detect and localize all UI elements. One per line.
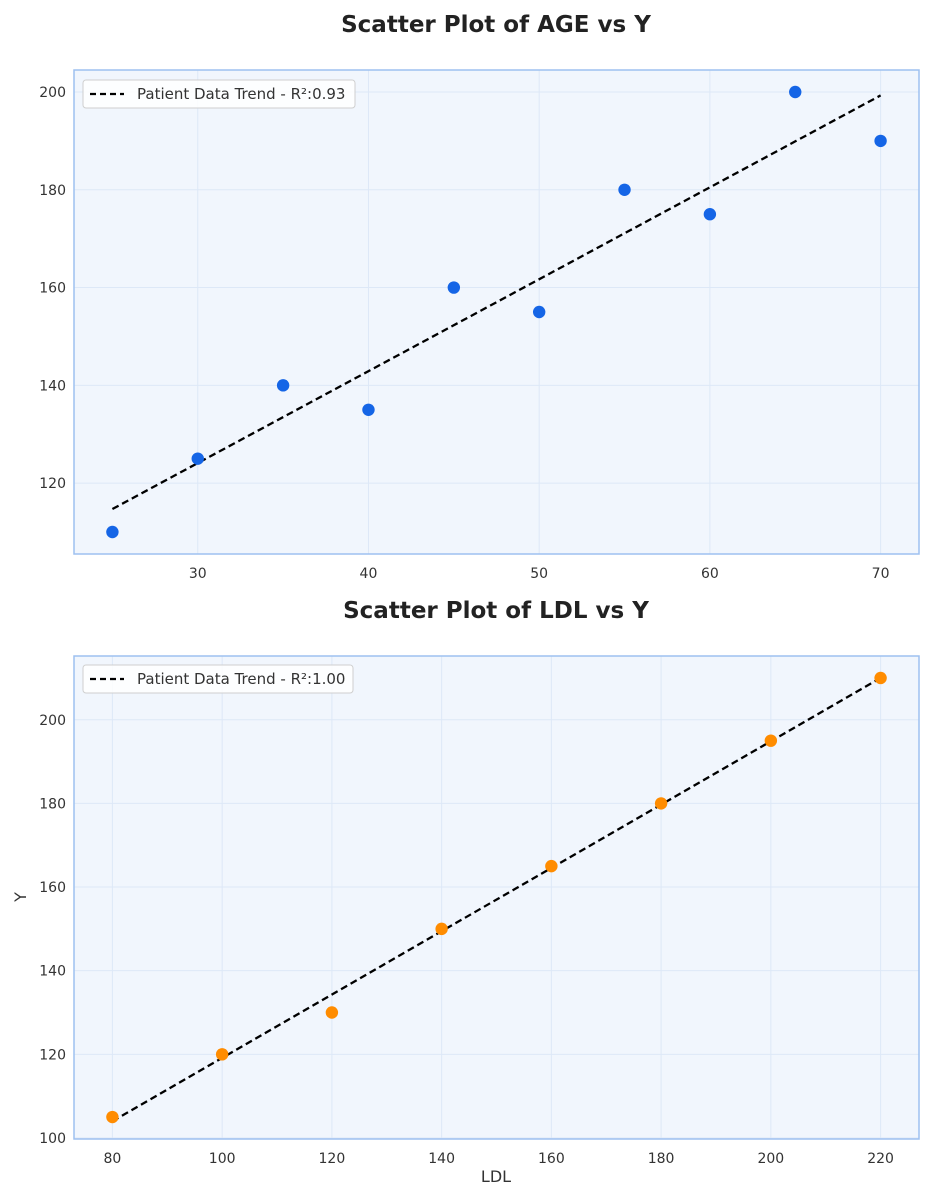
data-point (654, 797, 668, 810)
tick-labels: 30 40 50 60 70 120 140 160 180 200 (39, 85, 889, 582)
x-tick-label: 160 (538, 1151, 565, 1167)
x-tick-label: 60 (701, 566, 719, 582)
data-point (435, 922, 448, 936)
x-tick-label: 30 (189, 566, 207, 582)
data-point (215, 1048, 229, 1061)
x-tick-label: 140 (428, 1151, 455, 1167)
plot-frame (73, 655, 920, 1140)
x-tick-label: 120 (319, 1151, 346, 1167)
legend-label: Patient Data Trend - R²:1.00 (137, 670, 345, 688)
trend-layer (111, 94, 882, 511)
x-tick-label: 50 (530, 566, 548, 582)
y-tick-label: 140 (39, 964, 66, 980)
y-tick-label: 160 (39, 880, 66, 896)
x-tick-label: 70 (872, 566, 890, 582)
y-axis-label: Y (11, 892, 30, 903)
data-point (276, 379, 290, 392)
x-tick-label: 180 (648, 1151, 675, 1167)
data-point (325, 1006, 339, 1019)
data-point (545, 859, 558, 873)
y-tick-label: 140 (39, 378, 66, 394)
plot-area (74, 70, 919, 554)
data-point (362, 403, 375, 416)
y-tick-label: 200 (39, 85, 66, 101)
data-point (764, 734, 778, 747)
data-point (106, 1110, 119, 1124)
data-point (703, 208, 717, 221)
x-tick-label: 200 (757, 1151, 784, 1167)
data-point (789, 85, 802, 99)
grid (74, 656, 919, 1139)
legend-box (82, 664, 354, 694)
chart-ldl-vs-y: Scatter Plot of LDL vs Y 80 100 120 140 160 1… (11, 598, 920, 1186)
plot-frame (73, 69, 920, 555)
legend-label: Patient Data Trend - R²:0.93 (137, 85, 345, 103)
data-point (874, 134, 887, 148)
points-layer (106, 671, 887, 1124)
trend-line (111, 94, 882, 511)
points-layer (106, 85, 887, 539)
trend-layer (111, 676, 882, 1123)
data-point (106, 525, 119, 539)
chart-age-vs-y: Scatter Plot of AGE vs Y 30 40 50 60 70 120 14… (39, 12, 920, 582)
x-axis-label: LDL (481, 1167, 511, 1186)
y-tick-label: 200 (39, 713, 66, 729)
x-tick-label: 40 (360, 566, 378, 582)
y-tick-label: 120 (39, 1047, 66, 1063)
x-tick-label: 80 (103, 1151, 121, 1167)
chart-title: Scatter Plot of AGE vs Y (341, 12, 651, 38)
x-tick-label: 220 (867, 1151, 894, 1167)
y-tick-label: 180 (39, 796, 66, 812)
chart-title: Scatter Plot of LDL vs Y (343, 598, 649, 624)
legend: Patient Data Trend - R²:0.93 (82, 79, 356, 109)
data-point (191, 452, 204, 465)
legend-box (82, 79, 356, 109)
x-tick-label: 100 (209, 1151, 236, 1167)
plot-area (74, 656, 919, 1139)
data-point (447, 281, 461, 294)
y-tick-label: 100 (39, 1131, 66, 1147)
y-tick-label: 160 (39, 281, 66, 297)
y-tick-label: 180 (39, 183, 66, 199)
tick-labels: 80 100 120 140 160 180 200 220 100 120 140 160 180 20… (39, 713, 894, 1167)
data-point (874, 671, 887, 685)
y-tick-label: 120 (39, 476, 66, 492)
trend-line (111, 676, 882, 1123)
data-point (532, 305, 546, 319)
data-point (618, 183, 631, 196)
legend: Patient Data Trend - R²:1.00 (82, 664, 354, 694)
